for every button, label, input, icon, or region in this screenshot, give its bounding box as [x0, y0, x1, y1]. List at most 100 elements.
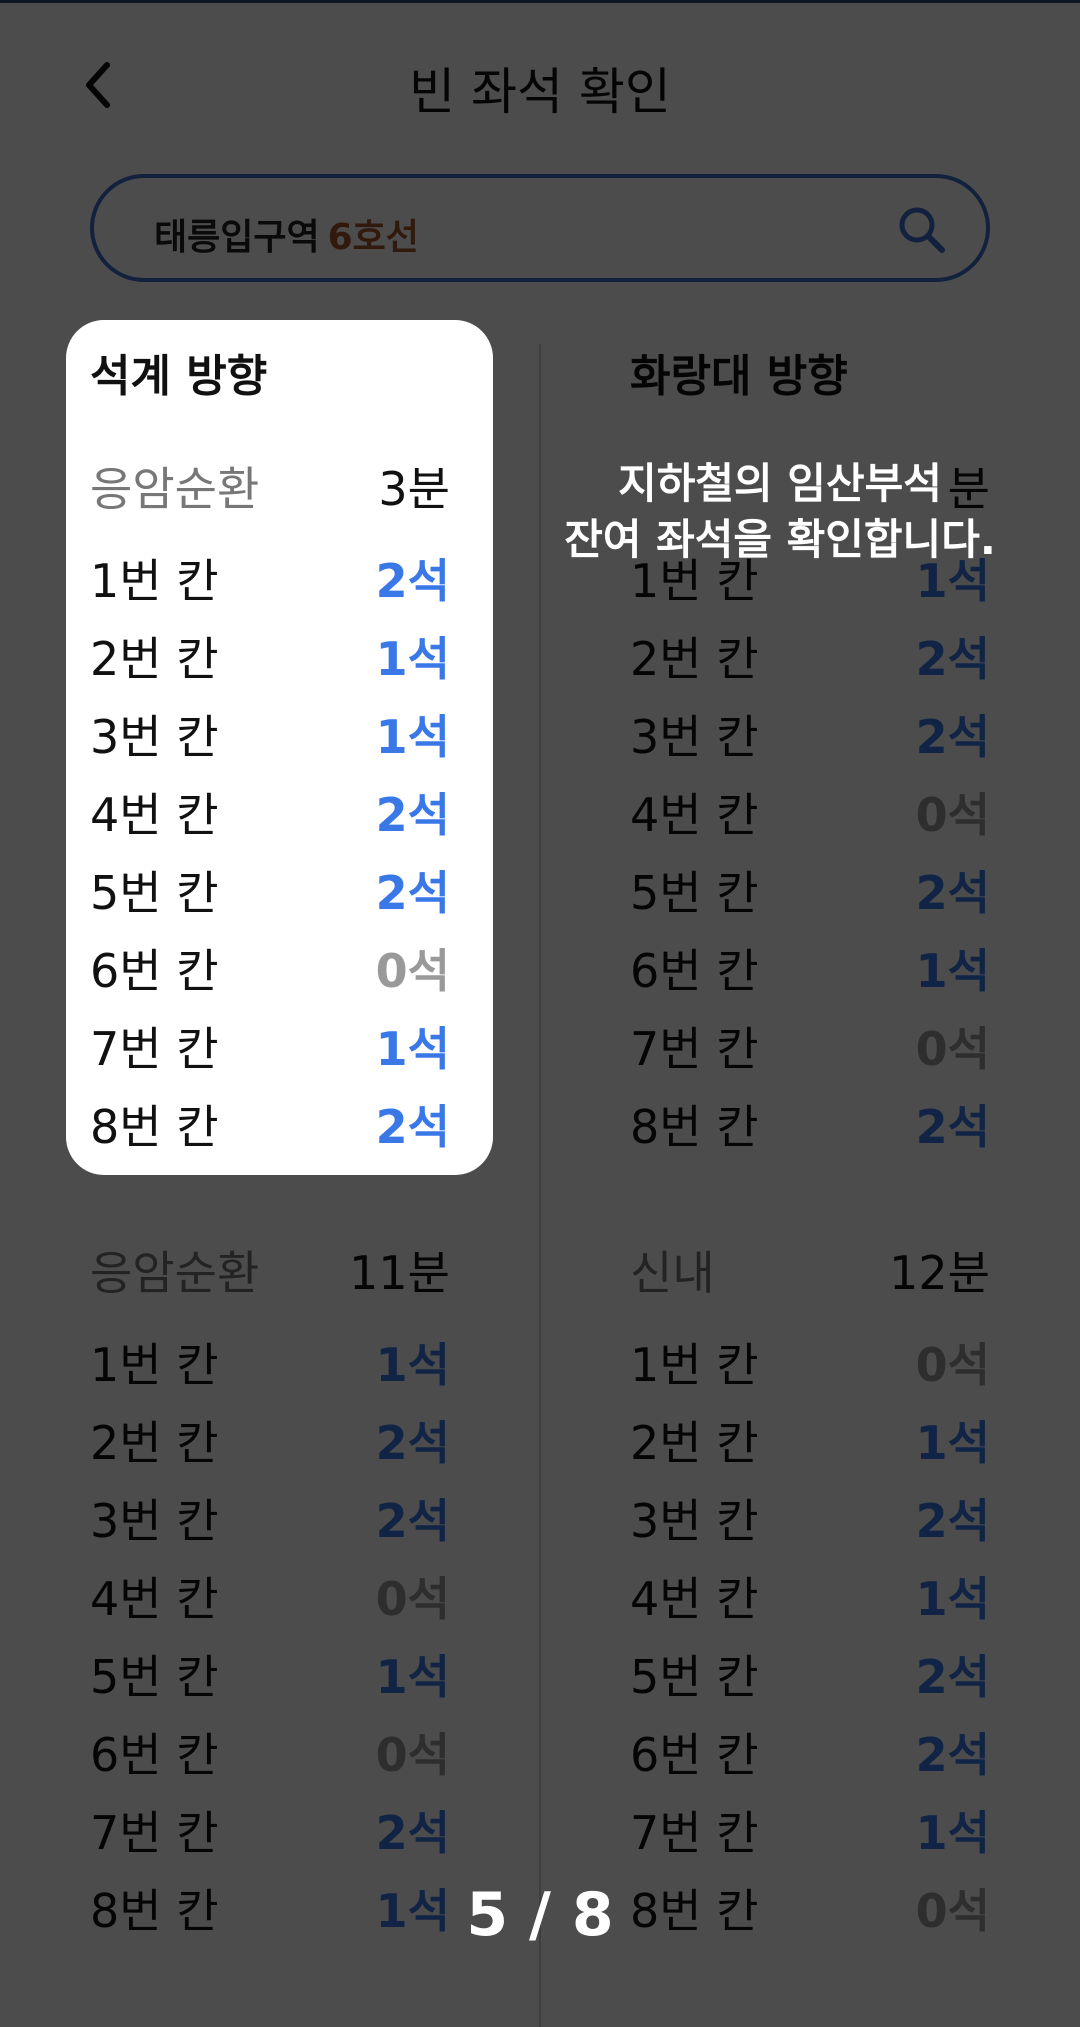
car-label: 3번 칸 — [90, 1494, 219, 1548]
car-row: 3번 칸 2석 — [630, 704, 990, 764]
car-label: 7번 칸 — [90, 1022, 219, 1076]
direction-title-right: 화랑대 방향 — [630, 351, 848, 402]
car-label: 5번 칸 — [630, 866, 759, 920]
tutorial-page-indicator: 5 / 8 — [466, 1880, 614, 1950]
car-label: 6번 칸 — [630, 1728, 759, 1782]
car-row: 2번 칸 1석 — [630, 1410, 990, 1470]
car-label: 5번 칸 — [90, 866, 219, 920]
train-destination: 신내 — [630, 1246, 715, 1300]
car-label: 2번 칸 — [630, 1416, 759, 1470]
car-row: 6번 칸 2석 — [630, 1722, 990, 1782]
seat-count: 2석 — [375, 554, 450, 608]
car-row: 8번 칸 2석 — [630, 1094, 990, 1154]
car-row: 2번 칸 2석 — [90, 1410, 450, 1470]
train-destination: 응암순환 — [90, 1246, 260, 1300]
car-label: 5번 칸 — [630, 1650, 759, 1704]
car-label: 4번 칸 — [630, 788, 759, 842]
seat-count: 1석 — [915, 1416, 990, 1470]
car-label: 1번 칸 — [630, 1338, 759, 1392]
arrival-minutes: 3분 — [378, 462, 450, 516]
station-search-field[interactable]: 태릉입구역 6호선 — [90, 174, 990, 282]
column-divider — [539, 344, 541, 2027]
car-row: 7번 칸 2석 — [90, 1800, 450, 1860]
car-label: 8번 칸 — [630, 1100, 759, 1154]
seat-count: 2석 — [375, 1100, 450, 1154]
car-label: 7번 칸 — [630, 1806, 759, 1860]
car-row: 6번 칸 1석 — [630, 938, 990, 998]
car-label: 1번 칸 — [90, 1338, 219, 1392]
station-line: 6호선 — [327, 217, 419, 258]
seat-count: 2석 — [915, 1650, 990, 1704]
seat-count: 1석 — [375, 632, 450, 686]
spotlight-card: 석계 방향 응암순환 3분 1번 칸 2석 2번 칸 1석 3번 칸 1석 4번 칸 2석 5번 칸… — [66, 320, 493, 1175]
search-icon[interactable] — [896, 204, 946, 254]
seat-count: 1석 — [375, 1650, 450, 1704]
car-row: 7번 칸 1석 — [630, 1800, 990, 1860]
car-label: 4번 칸 — [90, 1572, 219, 1626]
seat-count: 1석 — [915, 944, 990, 998]
station-label: 태릉입구역 6호선 — [154, 208, 419, 260]
car-label: 4번 칸 — [630, 1572, 759, 1626]
seat-count: 1석 — [375, 1022, 450, 1076]
arrival-row: 신내 12분 — [630, 1240, 990, 1300]
seat-count: 2석 — [915, 1728, 990, 1782]
seat-count: 2석 — [375, 1416, 450, 1470]
car-row: 6번 칸 0석 — [90, 1722, 450, 1782]
car-row: 3번 칸 1석 — [90, 704, 450, 764]
arrival-row: 응암순환 3분 — [90, 456, 450, 516]
car-row: 3번 칸 2석 — [630, 1488, 990, 1548]
car-label: 6번 칸 — [630, 944, 759, 998]
car-row: 1번 칸 0석 — [630, 1332, 990, 1392]
train-destination: 응암순환 — [90, 462, 260, 516]
seat-count: 2석 — [915, 1494, 990, 1548]
car-row: 6번 칸 0석 — [90, 938, 450, 998]
seat-count: 2석 — [915, 632, 990, 686]
car-label: 3번 칸 — [630, 1494, 759, 1548]
car-label: 2번 칸 — [90, 632, 219, 686]
car-row: 4번 칸 1석 — [630, 1566, 990, 1626]
car-label: 1번 칸 — [90, 554, 219, 608]
station-name: 태릉입구역 — [154, 217, 320, 258]
car-row: 8번 칸 2석 — [90, 1094, 450, 1154]
seat-count: 0석 — [915, 1022, 990, 1076]
car-row: 2번 칸 1석 — [90, 626, 450, 686]
car-row: 4번 칸 0석 — [90, 1566, 450, 1626]
tooltip-line-2: 잔여 좌석을 확인합니다. — [564, 515, 996, 564]
seat-count: 0석 — [375, 944, 450, 998]
car-label: 4번 칸 — [90, 788, 219, 842]
car-label: 6번 칸 — [90, 1728, 219, 1782]
car-row: 3번 칸 2석 — [90, 1488, 450, 1548]
car-label: 2번 칸 — [630, 632, 759, 686]
car-label: 3번 칸 — [90, 710, 219, 764]
car-row: 7번 칸 1석 — [90, 1016, 450, 1076]
spotlight-direction-title: 석계 방향 — [90, 351, 268, 402]
seat-count: 0석 — [375, 1572, 450, 1626]
seat-count: 2석 — [375, 1494, 450, 1548]
car-row: 1번 칸 1석 — [90, 1332, 450, 1392]
car-row: 5번 칸 1석 — [90, 1644, 450, 1704]
car-label: 7번 칸 — [630, 1022, 759, 1076]
seat-count: 2석 — [915, 710, 990, 764]
seat-count: 2석 — [375, 1806, 450, 1860]
seat-count: 2석 — [915, 866, 990, 920]
seat-count: 0석 — [915, 1338, 990, 1392]
car-row: 4번 칸 2석 — [90, 782, 450, 842]
seat-count: 2석 — [375, 866, 450, 920]
car-label: 8번 칸 — [90, 1100, 219, 1154]
arrival-minutes: 11분 — [349, 1246, 450, 1300]
car-row: 4번 칸 0석 — [630, 782, 990, 842]
tooltip-line-1: 지하철의 임산부석 — [618, 459, 942, 508]
seat-count: 1석 — [375, 1338, 450, 1392]
car-label: 3번 칸 — [630, 710, 759, 764]
car-label: 2번 칸 — [90, 1416, 219, 1470]
seat-count: 2석 — [375, 788, 450, 842]
car-row: 2번 칸 2석 — [630, 626, 990, 686]
car-label: 6번 칸 — [90, 944, 219, 998]
tutorial-tooltip: 지하철의 임산부석 잔여 좌석을 확인합니다. — [540, 456, 1020, 568]
header: 빈 좌석 확인 — [0, 0, 1080, 170]
seat-count: 1석 — [375, 710, 450, 764]
seat-count: 0석 — [915, 788, 990, 842]
arrival-row: 응암순환 11분 — [90, 1240, 450, 1300]
seat-count: 0석 — [375, 1728, 450, 1782]
car-row: 1번 칸 2석 — [90, 548, 450, 608]
